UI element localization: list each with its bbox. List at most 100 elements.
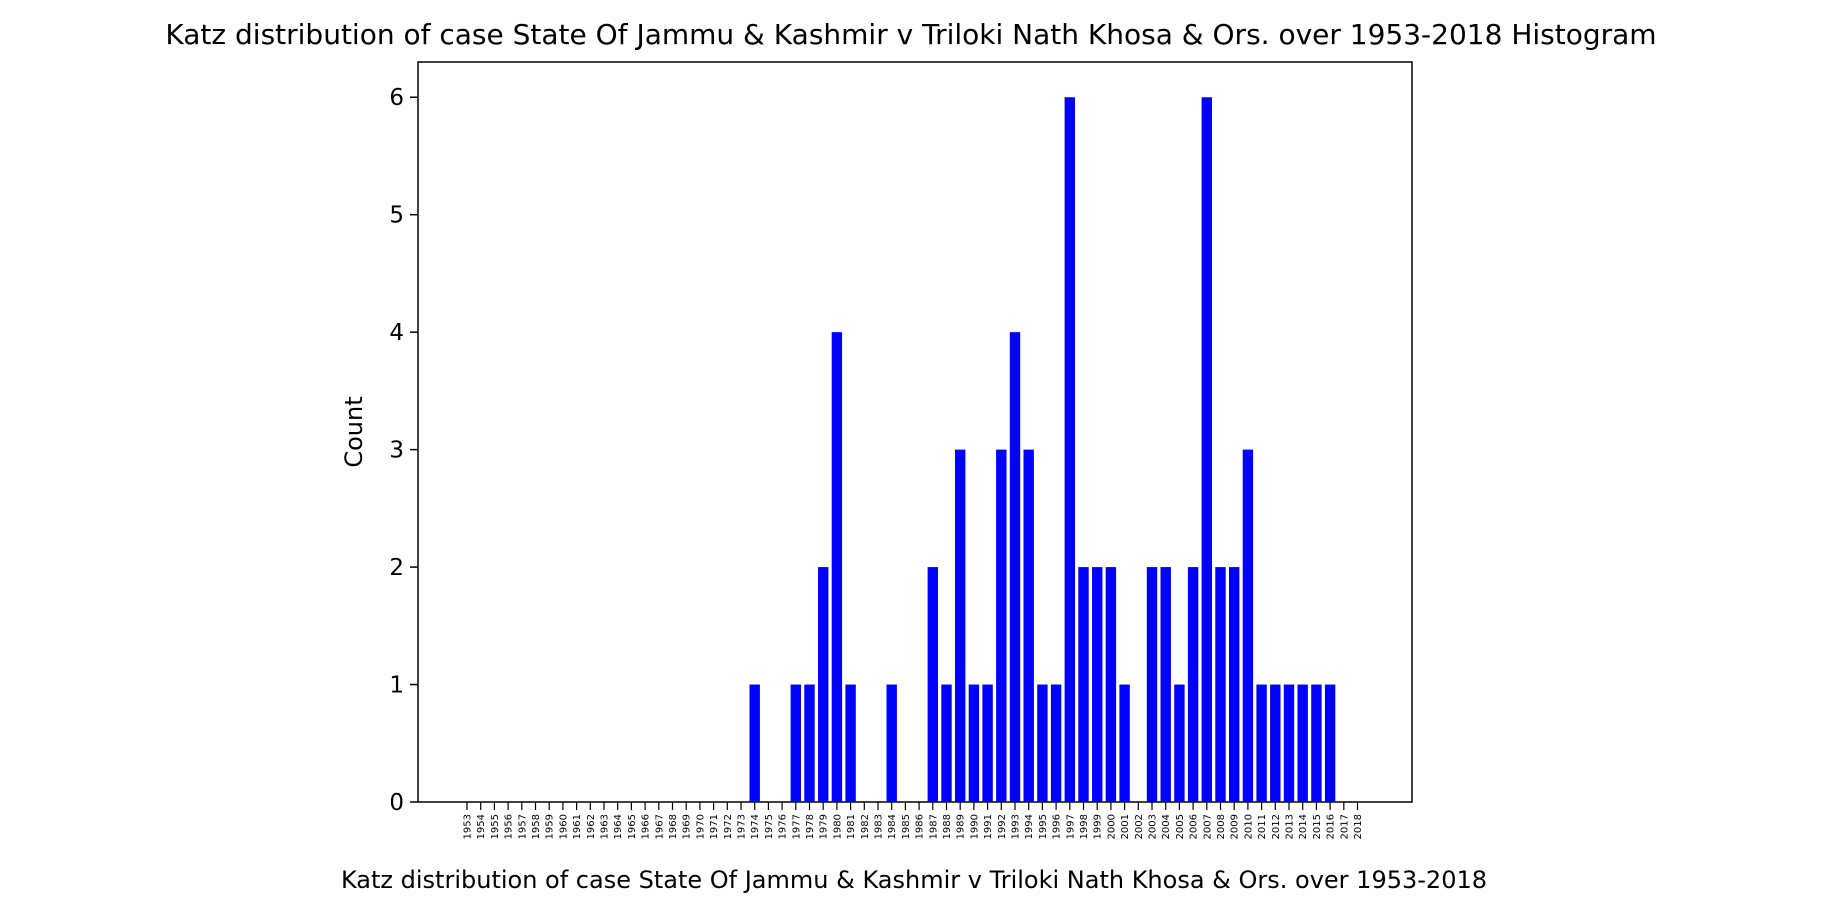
x-tick-label-1969: 1969 [682,814,693,839]
x-tick-label-2004: 2004 [1161,814,1172,839]
bar-2010 [1242,449,1254,802]
x-tick-label-2005: 2005 [1175,814,1186,839]
x-tick-label-2017: 2017 [1339,814,1350,839]
x-tick-label-1963: 1963 [600,814,611,839]
bar-2003 [1146,567,1158,802]
x-tick-label-1966: 1966 [641,814,652,839]
x-tick-label-2016: 2016 [1326,814,1337,839]
bar-2014 [1297,684,1308,802]
bar-1987 [927,567,938,802]
x-tick-label-2012: 2012 [1271,814,1282,839]
x-tick-label-2007: 2007 [1202,814,1213,839]
x-tick-label-1980: 1980 [832,814,843,839]
bar-1977 [790,684,801,802]
bars-group [749,97,1336,803]
x-tick-label-1958: 1958 [531,814,542,839]
bar-1997 [1064,97,1075,803]
x-tick-label-1978: 1978 [805,814,816,839]
y-tick-label: 5 [389,203,404,229]
x-tick-label-1977: 1977 [791,814,802,839]
bar-2016 [1324,684,1336,802]
bar-2015 [1311,684,1322,802]
bar-1992 [996,449,1007,802]
bar-1999 [1092,567,1103,802]
x-tick-label-1986: 1986 [915,814,926,839]
y-tick-label: 3 [389,438,404,464]
bar-2005 [1174,684,1185,802]
x-axis-label: Katz distribution of case State Of Jammu… [341,866,1487,894]
x-tick-label-1993: 1993 [1011,814,1022,839]
chart-title: Katz distribution of case State Of Jammu… [165,18,1656,51]
x-tick-label-2010: 2010 [1243,814,1254,839]
x-tick-label-2000: 2000 [1106,814,1117,839]
x-tick-label-1971: 1971 [709,814,720,839]
x-tick-label-1999: 1999 [1093,814,1104,839]
x-tick-label-1956: 1956 [504,814,515,839]
x-tick-label-1976: 1976 [778,814,789,839]
bar-1980 [831,332,843,802]
x-tick-label-2011: 2011 [1257,814,1268,839]
x-tick-label-1988: 1988 [942,814,953,839]
bar-1998 [1078,567,1089,802]
x-tick-label-1990: 1990 [969,814,980,839]
bar-1978 [804,684,815,802]
x-tick-label-2013: 2013 [1285,814,1296,839]
x-tick-label-2014: 2014 [1298,814,1309,839]
bar-1984 [886,684,897,802]
x-tick-label-2003: 2003 [1148,814,1159,839]
bar-1994 [1023,449,1034,802]
bar-1996 [1050,684,1062,802]
bar-2012 [1270,684,1281,802]
x-tick-label-1972: 1972 [723,814,734,839]
x-tick-label-1974: 1974 [750,814,761,839]
plot-frame [417,61,1413,803]
x-tick-label-1985: 1985 [901,814,912,839]
y-tick-label: 1 [389,673,404,699]
bar-1974 [749,684,760,802]
y-tick-label: 6 [389,85,404,111]
bar-1988 [941,684,952,802]
x-tick-label-1994: 1994 [1024,814,1035,839]
x-tick-label-1961: 1961 [572,814,583,839]
bar-1993 [1009,332,1021,802]
y-axis-label: Count [340,396,368,467]
x-tick-label-1987: 1987 [928,814,939,839]
x-tick-label-1962: 1962 [586,814,597,839]
bar-1990 [968,684,980,802]
x-tick-label-2015: 2015 [1312,814,1323,839]
x-tick-label-1997: 1997 [1065,814,1076,839]
plot-area: 0 1 2 3 4 5 6 1953 1954 1955 1956 1957 1958 1959 1960… [389,61,1413,839]
x-tick-label-1995: 1995 [1038,814,1049,839]
x-tick-label-1953: 1953 [463,814,474,839]
bar-2009 [1229,567,1240,802]
x-tick-label-1964: 1964 [613,814,624,839]
x-tick-label-1989: 1989 [956,814,967,839]
x-tick-label-2006: 2006 [1189,814,1200,839]
x-tick-label-2008: 2008 [1216,814,1227,839]
bar-1981 [845,684,856,802]
x-tick-label-1967: 1967 [654,814,665,839]
x-tick-label-1998: 1998 [1079,814,1090,839]
x-tick-label-1973: 1973 [737,814,748,839]
bar-2000 [1105,567,1117,802]
x-tick-label-2002: 2002 [1134,814,1145,839]
x-tick-label-1981: 1981 [846,814,857,839]
bar-2013 [1283,684,1295,802]
x-tick-label-1983: 1983 [874,814,885,839]
x-tick-label-1970: 1970 [695,814,706,839]
x-tick-label-1954: 1954 [476,814,487,839]
x-tick-label-1984: 1984 [887,814,898,839]
bar-2007 [1201,97,1212,803]
x-tick-label-1992: 1992 [997,814,1008,839]
x-tick-label-1991: 1991 [983,814,994,839]
x-axis: 1953 1954 1955 1956 1957 1958 1959 1960 1961 1962… [463,802,1364,839]
x-tick-label-1955: 1955 [490,814,501,839]
bar-1995 [1037,684,1048,802]
x-tick-label-2018: 2018 [1353,814,1364,839]
y-axis: 0 1 2 3 4 5 6 [389,85,418,816]
x-tick-label-1957: 1957 [517,814,528,839]
y-tick-label: 4 [389,320,404,346]
x-tick-label-1975: 1975 [764,814,775,839]
bar-2001 [1119,684,1130,802]
